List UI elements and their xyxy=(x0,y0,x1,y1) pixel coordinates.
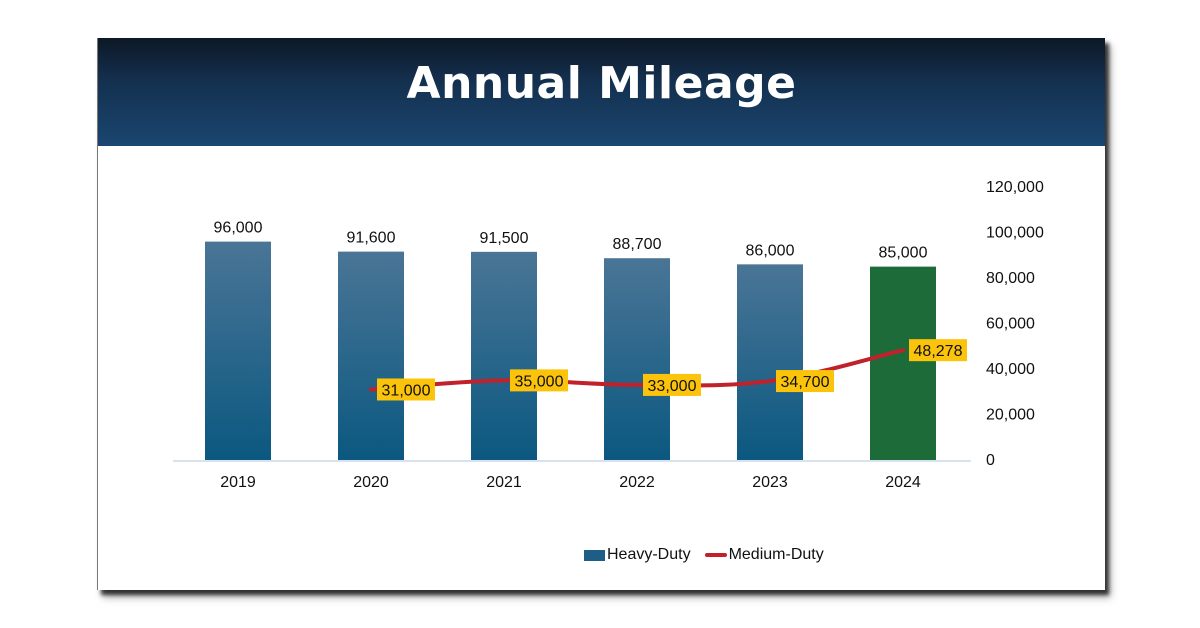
bar-heavy-duty-2022 xyxy=(604,258,670,460)
x-tick-label: 2023 xyxy=(752,474,788,491)
legend-heavy-duty-swatch xyxy=(584,549,605,561)
bar-heavy-duty-2019 xyxy=(205,241,271,460)
chart-plot: 2019 2020 2021 2022 2023 2024 0 20,000 40,000 60… xyxy=(173,179,1044,491)
line-value-label-2023: 34,700 xyxy=(776,370,834,393)
bar-value-label: 85,000 xyxy=(879,245,928,262)
label-box xyxy=(643,373,701,396)
y-tick-label: 40,000 xyxy=(986,361,1035,378)
line-value-text: 48,278 xyxy=(914,343,963,360)
x-tick-label: 2020 xyxy=(353,474,389,491)
bar-heavy-duty-2023 xyxy=(737,264,803,460)
line-value-text: 31,000 xyxy=(382,382,431,399)
title-banner: Annual Mileage xyxy=(98,38,1105,146)
y-tick-label: 100,000 xyxy=(986,225,1044,242)
x-tick-label: 2021 xyxy=(486,474,522,491)
line-value-label-2022: 33,000 xyxy=(643,373,701,396)
line-value-label-2024: 48,278 xyxy=(909,339,967,362)
bar-heavy-duty-2021 xyxy=(471,251,537,460)
x-tick-label: 2019 xyxy=(220,474,256,491)
chart-title: Annual Mileage xyxy=(406,58,797,109)
bar-value-label: 91,500 xyxy=(480,230,529,247)
x-tick-label: 2024 xyxy=(885,474,921,491)
y-tick-label: 80,000 xyxy=(986,270,1035,287)
y-tick-label: 60,000 xyxy=(986,316,1035,333)
legend-medium-duty-label: Medium-Duty xyxy=(728,546,824,563)
y-tick-label: 120,000 xyxy=(986,179,1044,196)
bar-heavy-duty-2024 xyxy=(870,266,936,460)
line-value-label-2021: 35,000 xyxy=(510,369,568,392)
bar-value-label: 91,600 xyxy=(347,230,396,247)
label-box xyxy=(510,369,568,392)
line-value-text: 33,000 xyxy=(648,378,697,395)
label-box xyxy=(909,339,967,362)
x-tick-label: 2022 xyxy=(619,474,655,491)
legend-medium-duty-swatch xyxy=(704,553,727,557)
bar-value-label: 86,000 xyxy=(746,242,795,259)
bar-value-label: 96,000 xyxy=(214,220,263,237)
label-box xyxy=(776,370,834,393)
legend-heavy-duty-label: Heavy-Duty xyxy=(607,546,691,563)
label-box xyxy=(377,378,435,401)
bar-value-label: 88,700 xyxy=(613,236,662,253)
line-value-label-2020: 31,000 xyxy=(377,378,435,401)
bar-heavy-duty-2020 xyxy=(338,251,404,460)
legend: Heavy-Duty Medium-Duty xyxy=(584,546,824,564)
y-tick-label: 0 xyxy=(986,452,995,469)
line-value-text: 35,000 xyxy=(515,373,564,390)
y-tick-label: 20,000 xyxy=(986,407,1035,424)
chart-card: Annual Mileage 2019 2020 2021 2022 2023 2024 … xyxy=(97,38,1105,590)
line-value-text: 34,700 xyxy=(781,374,830,391)
